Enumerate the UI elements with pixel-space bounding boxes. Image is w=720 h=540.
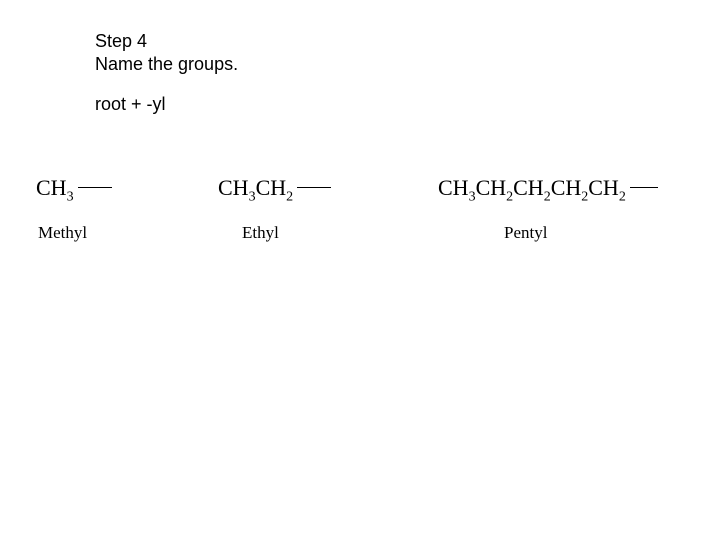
- slide-page: Step 4 Name the groups. root + -yl CH3 M…: [0, 0, 720, 540]
- unit-base: CH: [551, 175, 582, 200]
- step-title: Name the groups.: [95, 53, 238, 76]
- formula-unit: CH3: [36, 175, 74, 200]
- bond-line: [78, 187, 112, 188]
- unit-sub: 3: [469, 189, 476, 204]
- bond-line: [630, 187, 658, 188]
- unit-base: CH: [256, 175, 287, 200]
- group-ethyl: CH3CH2 Ethyl: [218, 175, 331, 243]
- naming-rule: root + -yl: [95, 94, 166, 115]
- formula-unit: CH2: [513, 175, 551, 200]
- unit-sub: 3: [67, 189, 74, 204]
- step-number: Step 4: [95, 30, 238, 53]
- bond-line: [297, 187, 331, 188]
- group-name-ethyl: Ethyl: [242, 223, 331, 243]
- formula-pentyl: CH3CH2CH2CH2CH2: [438, 175, 658, 201]
- unit-base: CH: [36, 175, 67, 200]
- unit-sub: 3: [249, 189, 256, 204]
- formula-unit: CH3: [218, 175, 256, 200]
- formula-unit: CH2: [588, 175, 626, 200]
- unit-base: CH: [513, 175, 544, 200]
- formula-unit: CH2: [476, 175, 514, 200]
- unit-sub: 2: [544, 189, 551, 204]
- unit-base: CH: [438, 175, 469, 200]
- unit-base: CH: [588, 175, 619, 200]
- formula-unit: CH2: [256, 175, 294, 200]
- group-name-methyl: Methyl: [38, 223, 112, 243]
- unit-base: CH: [218, 175, 249, 200]
- unit-sub: 2: [286, 189, 293, 204]
- group-pentyl: CH3CH2CH2CH2CH2 Pentyl: [438, 175, 658, 243]
- formula-ethyl: CH3CH2: [218, 175, 331, 201]
- formula-methyl: CH3: [36, 175, 112, 201]
- group-name-pentyl: Pentyl: [504, 223, 658, 243]
- unit-sub: 2: [619, 189, 626, 204]
- formula-unit: CH2: [551, 175, 589, 200]
- formula-unit: CH3: [438, 175, 476, 200]
- group-methyl: CH3 Methyl: [36, 175, 112, 243]
- step-heading: Step 4 Name the groups.: [95, 30, 238, 75]
- unit-base: CH: [476, 175, 507, 200]
